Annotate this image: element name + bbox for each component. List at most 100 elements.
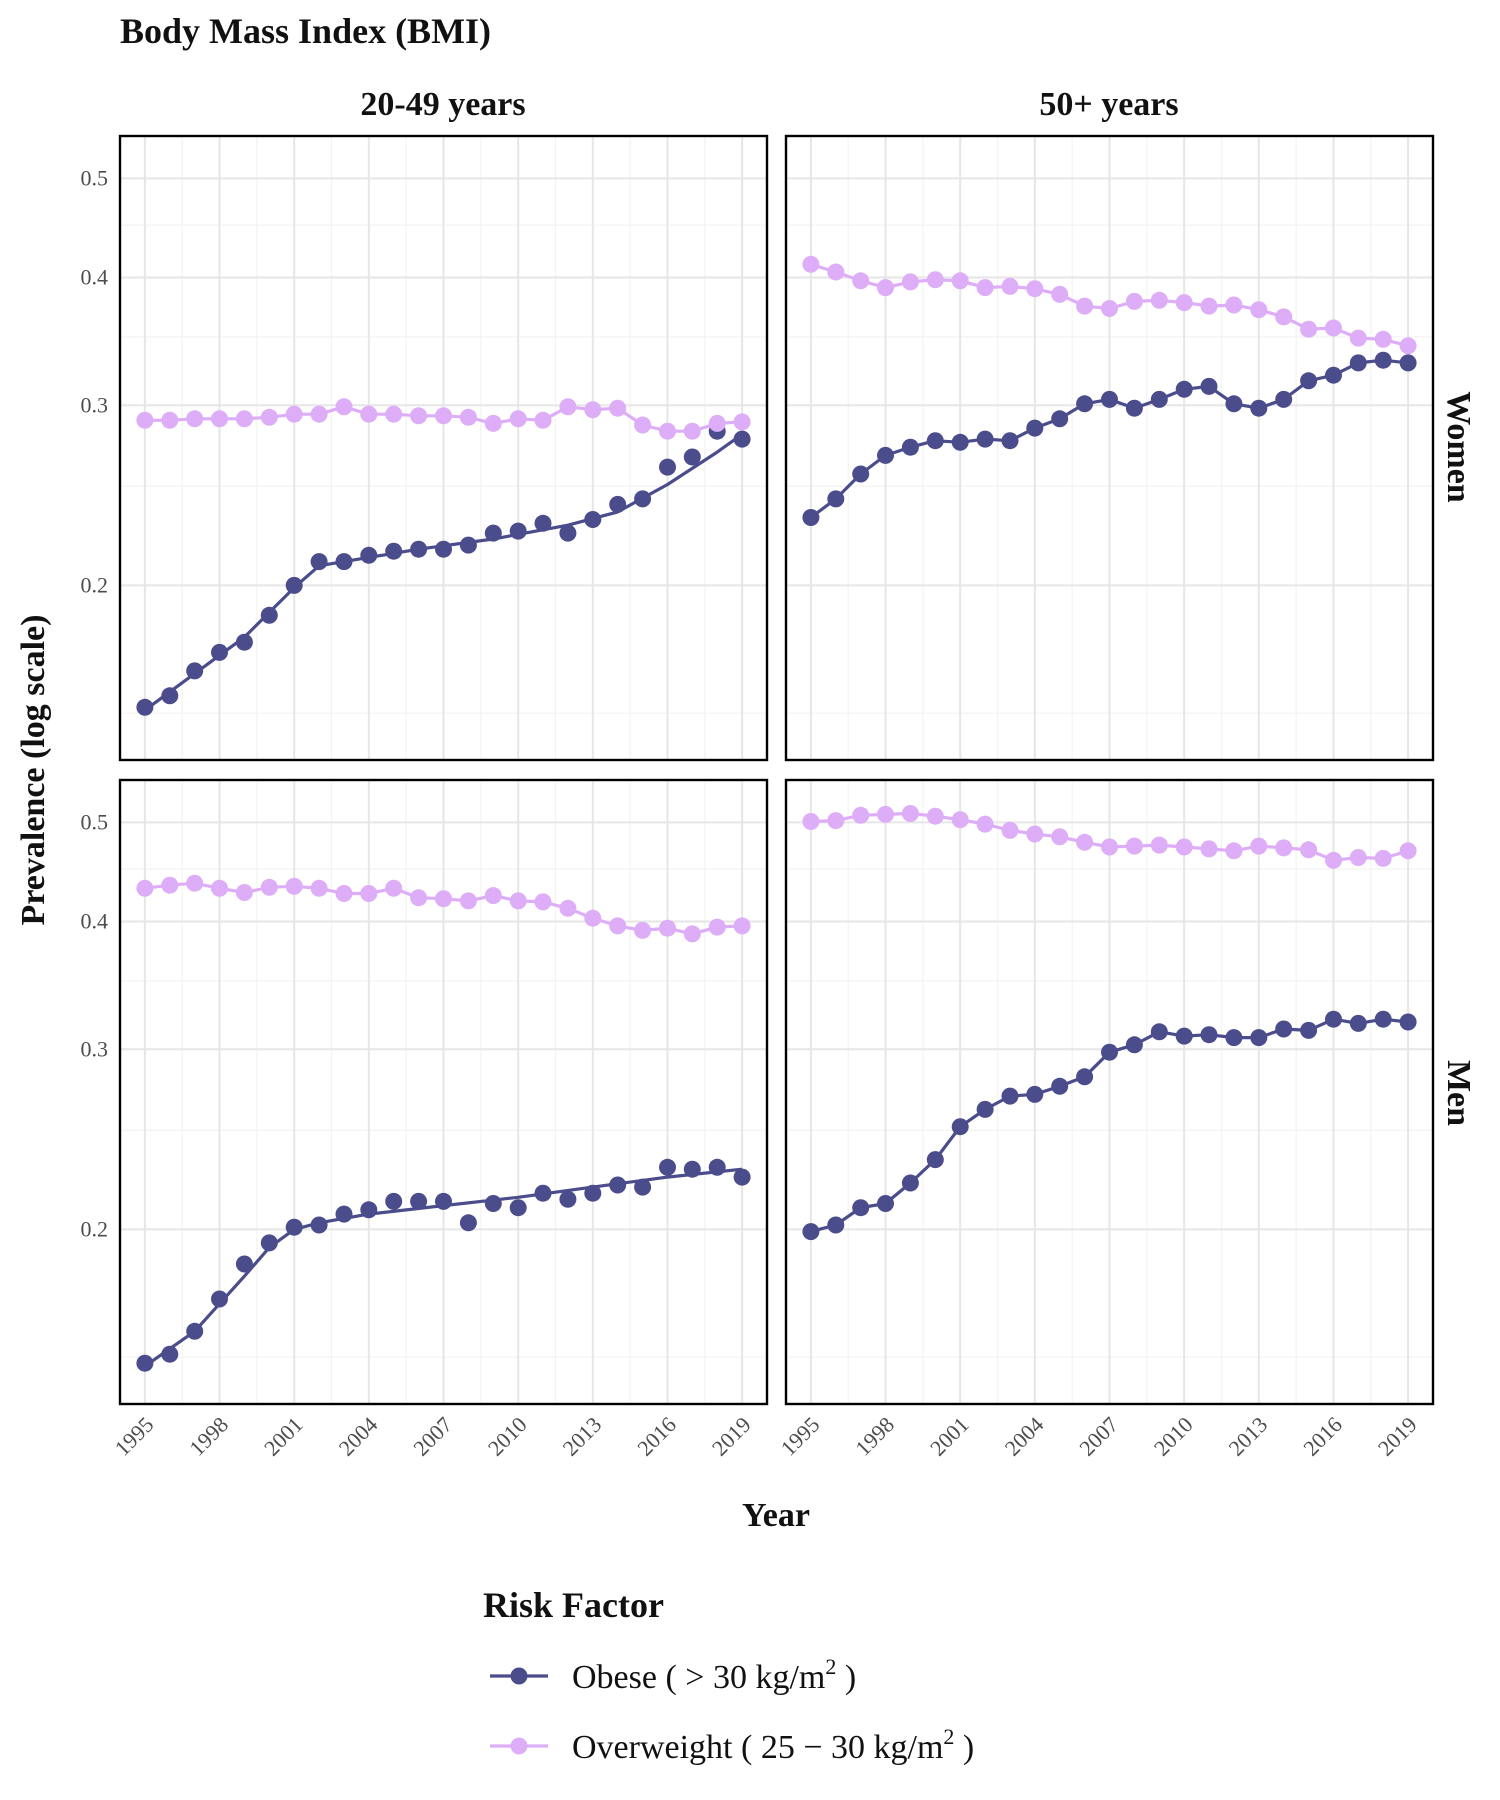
data-point-obese-2011 — [1200, 1026, 1218, 1044]
facet-col-label-50-plus: 50+ years — [1039, 86, 1178, 123]
data-point-obese-2019 — [1399, 354, 1417, 372]
data-point-overweight-2002 — [976, 279, 994, 297]
data-point-obese-2009 — [1150, 1023, 1168, 1041]
data-point-overweight-2007 — [1101, 838, 1118, 856]
data-point-obese-2000 — [260, 606, 278, 624]
data-point-obese-2003 — [335, 1205, 353, 1223]
x-tick-label: 1995 — [776, 1412, 825, 1461]
data-point-obese-2006 — [410, 540, 428, 558]
data-point-obese-2011 — [534, 1184, 552, 1202]
gridlines — [120, 136, 767, 760]
data-point-obese-1997 — [186, 662, 204, 680]
panel-border — [118, 778, 769, 1406]
data-point-obese-2014 — [609, 1176, 627, 1194]
data-point-obese-2016 — [659, 1158, 676, 1176]
data-point-overweight-2008 — [459, 408, 477, 426]
data-point-overweight-2004 — [1026, 825, 1044, 843]
data-point-obese-2015 — [634, 490, 652, 508]
y-tick-label: 0.2 — [81, 1216, 109, 1241]
data-point-obese-2002 — [310, 553, 328, 571]
data-point-obese-2012 — [1225, 1029, 1243, 1047]
x-tick-label: 2004 — [334, 1412, 383, 1461]
data-point-obese-2000 — [926, 432, 944, 450]
data-point-overweight-2007 — [1101, 300, 1118, 317]
data-point-overweight-2017 — [683, 422, 701, 440]
x-tick-label: 2010 — [483, 1412, 532, 1461]
data-point-overweight-1998 — [877, 279, 894, 297]
data-point-overweight-2016 — [1325, 851, 1342, 869]
data-point-obese-2010 — [1175, 380, 1193, 398]
legend-label: Overweight ( 25 − 30 kg/m2 ) — [572, 1724, 974, 1766]
y-tick-label: 0.3 — [81, 1036, 109, 1061]
data-point-overweight-2014 — [1275, 839, 1293, 857]
data-point-obese-1998 — [211, 1290, 228, 1308]
data-point-overweight-2000 — [926, 807, 944, 825]
data-point-overweight-2015 — [634, 416, 652, 434]
data-point-obese-2009 — [1150, 390, 1168, 408]
panel-women-20-49-years: 0.2 0.3 0.4 0.5 — [81, 134, 769, 762]
data-point-overweight-2018 — [1374, 849, 1392, 867]
data-point-obese-2018 — [708, 1158, 726, 1176]
legend-item-obese: Obese ( > 30 kg/m2 ) — [490, 1654, 856, 1696]
data-point-overweight-1995 — [802, 255, 820, 273]
data-point-overweight-2015 — [634, 921, 652, 939]
y-tick-label: 0.2 — [81, 572, 109, 597]
x-tick-label: 2001 — [925, 1412, 974, 1461]
facet-panels: 0.2 0.3 0.4 0.5 0.2 0.3 0.4 0.5 1995 1998 2001 2004… — [81, 134, 1435, 1461]
data-point-obese-2013 — [584, 1184, 602, 1202]
data-point-overweight-2013 — [1250, 837, 1268, 855]
data-point-overweight-2010 — [1175, 294, 1193, 312]
x-tick-label: 2007 — [1074, 1412, 1123, 1461]
data-point-obese-1999 — [235, 1255, 253, 1273]
data-point-obese-2003 — [1001, 1087, 1019, 1105]
data-point-obese-1998 — [211, 643, 228, 661]
data-point-overweight-2001 — [285, 405, 303, 423]
data-point-obese-2017 — [1349, 1014, 1367, 1032]
data-point-overweight-2002 — [310, 405, 328, 423]
data-point-overweight-2012 — [559, 398, 577, 416]
data-point-overweight-1998 — [211, 410, 228, 428]
data-point-overweight-2000 — [260, 878, 278, 896]
data-point-overweight-2009 — [484, 414, 502, 432]
data-point-overweight-2007 — [435, 407, 452, 425]
data-point-obese-2019 — [1399, 1013, 1417, 1031]
series-points-overweight — [802, 255, 1417, 355]
data-point-overweight-2005 — [1051, 285, 1069, 303]
data-point-obese-1997 — [186, 1322, 204, 1340]
data-point-overweight-2017 — [1349, 329, 1367, 347]
panel-men-20-49-years: 0.2 0.3 0.4 0.5 1995 1998 2001 2004 2007 2010 2013… — [81, 778, 769, 1461]
data-point-obese-2014 — [1275, 1020, 1293, 1038]
series-points-overweight — [136, 874, 751, 943]
data-point-overweight-1997 — [852, 272, 870, 290]
y-tick-label: 0.5 — [81, 165, 109, 190]
x-tick-label: 2016 — [632, 1412, 681, 1461]
data-point-overweight-2011 — [1200, 297, 1218, 315]
data-point-obese-2012 — [1225, 395, 1243, 413]
data-point-obese-2012 — [559, 524, 577, 542]
data-point-overweight-2011 — [534, 411, 552, 429]
chart-title: Body Mass Index (BMI) — [120, 11, 491, 51]
data-point-overweight-2015 — [1300, 841, 1318, 859]
data-point-obese-1999 — [901, 438, 919, 456]
data-point-obese-1996 — [827, 1216, 845, 1234]
data-point-obese-2013 — [1250, 1029, 1268, 1047]
data-point-overweight-2016 — [659, 422, 676, 440]
data-point-overweight-2003 — [1001, 277, 1019, 295]
y-tick-label: 0.3 — [81, 392, 109, 417]
data-point-obese-2008 — [1125, 399, 1143, 417]
data-point-overweight-2006 — [410, 889, 428, 907]
data-point-overweight-2003 — [1001, 821, 1019, 839]
panel-border — [784, 134, 1435, 762]
data-point-obese-1997 — [852, 465, 870, 483]
data-point-overweight-2012 — [1225, 842, 1243, 860]
data-point-overweight-2019 — [1399, 337, 1417, 355]
data-point-overweight-2018 — [1374, 330, 1392, 348]
panel-border — [784, 778, 1435, 1406]
data-point-overweight-1997 — [186, 874, 204, 892]
data-point-overweight-2008 — [459, 892, 477, 910]
x-tick-label: 2013 — [558, 1412, 607, 1461]
data-point-overweight-2001 — [951, 272, 969, 290]
data-point-obese-2007 — [435, 1192, 452, 1210]
legend-item-overweight: Overweight ( 25 − 30 kg/m2 ) — [490, 1724, 974, 1766]
